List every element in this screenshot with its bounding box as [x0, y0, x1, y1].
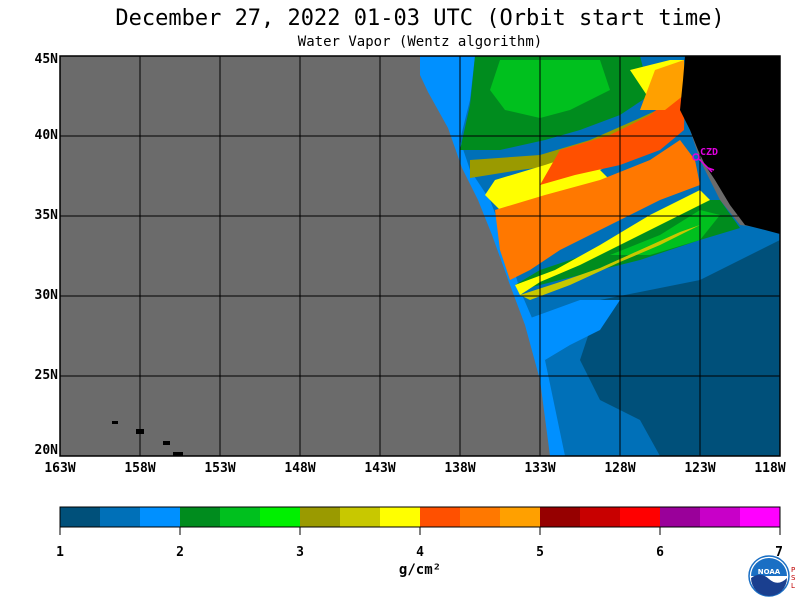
lat-label-40n: 40N [34, 128, 58, 143]
lon-label-143w: 143W [364, 461, 396, 476]
swath-yellow-north [485, 60, 686, 210]
colorbar-tick-2: 2 [176, 545, 184, 560]
lon-label-118w: 118W [754, 461, 786, 476]
colorbar-swatch [700, 507, 741, 527]
island-kauai [112, 421, 118, 424]
lon-label-133w: 133W [524, 461, 556, 476]
colorbar [59, 506, 781, 535]
swath-olive-band [470, 105, 668, 178]
lat-label-30n: 30N [34, 288, 58, 303]
colorbar-tick-6: 6 [656, 545, 664, 560]
colorbar-tick-1: 1 [56, 545, 64, 560]
lon-label-153w: 153W [204, 461, 236, 476]
station-marker [692, 153, 715, 173]
lon-label-163w: 163W [44, 461, 76, 476]
colorbar-swatch [260, 507, 301, 527]
swath-olive-south [520, 225, 700, 300]
colorbar-swatch [380, 507, 421, 527]
colorbar-swatch [60, 507, 101, 527]
swath-orange-core [495, 140, 700, 280]
grid-lines [60, 56, 780, 456]
swath-light-blue-west [420, 56, 565, 456]
map-title: December 27, 2022 01-03 UTC (Orbit start… [115, 6, 725, 31]
map-subtitle: Water Vapor (Wentz algorithm) [297, 34, 543, 50]
colorbar-tick-3: 3 [296, 545, 304, 560]
lon-label-138w: 138W [444, 461, 476, 476]
colorbar-swatch [660, 507, 701, 527]
colorbar-units: g/cm² [398, 562, 442, 578]
lat-label-20n: 20N [34, 443, 58, 458]
colorbar-swatch [220, 507, 261, 527]
colorbar-tick-4: 4 [416, 545, 424, 560]
lat-label-45n: 45N [34, 52, 58, 67]
logo-text: NOAA [758, 568, 781, 576]
colorbar-swatch [500, 507, 541, 527]
map-area [59, 55, 781, 457]
swath-dark-blue [580, 240, 780, 456]
swath-orange-accent [640, 60, 684, 110]
colorbar-swatch [140, 507, 181, 527]
lon-label-128w: 128W [604, 461, 636, 476]
colorbar-swatch [540, 507, 581, 527]
station-label: CZD [700, 147, 719, 158]
colorbar-swatch [100, 507, 141, 527]
lat-label-35n: 35N [34, 208, 58, 223]
swath-light-blue-central [525, 300, 620, 360]
island-hawaii [173, 452, 183, 456]
colorbar-swatch [460, 507, 501, 527]
swath-bright-green-south [610, 210, 720, 255]
colorbar-tick-5: 5 [536, 545, 544, 560]
colorbar-swatch [420, 507, 461, 527]
map-frame [59, 55, 781, 457]
swath-orange-north [540, 80, 685, 185]
colorbar-swatch [620, 507, 661, 527]
colorbar-swatch [580, 507, 621, 527]
lat-label-25n: 25N [34, 368, 58, 383]
swath-bright-green-north [490, 60, 610, 118]
colorbar-swatch [340, 507, 381, 527]
colorbar-swatch [740, 507, 781, 527]
colorbar-tick-7: 7 [775, 545, 783, 560]
lon-label-148w: 148W [284, 461, 316, 476]
land-mass [680, 56, 780, 234]
colorbar-swatch [300, 507, 341, 527]
island-maui [163, 441, 170, 445]
noaa-logo-icon: NOAA [748, 555, 790, 597]
lon-label-123w: 123W [684, 461, 716, 476]
colorbar-swatch [180, 507, 221, 527]
lon-label-158w: 158W [124, 461, 156, 476]
